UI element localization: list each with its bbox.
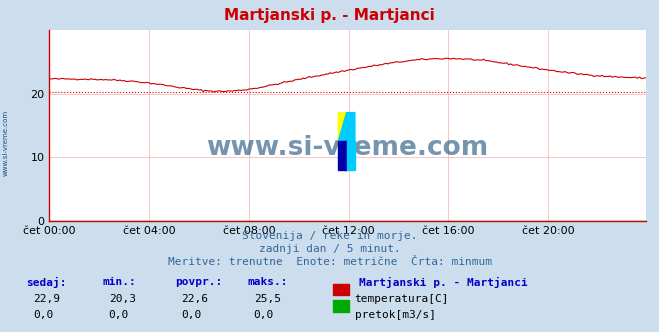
Text: 20,3: 20,3 — [109, 294, 136, 304]
Text: 0,0: 0,0 — [109, 310, 129, 320]
Text: 25,5: 25,5 — [254, 294, 281, 304]
Text: min.:: min.: — [102, 277, 136, 287]
Text: Slovenija / reke in morje.: Slovenija / reke in morje. — [242, 231, 417, 241]
Text: www.si-vreme.com: www.si-vreme.com — [206, 135, 489, 161]
Text: 22,6: 22,6 — [181, 294, 208, 304]
Text: 0,0: 0,0 — [33, 310, 53, 320]
Text: maks.:: maks.: — [247, 277, 287, 287]
Text: Martjanski p. - Martjanci: Martjanski p. - Martjanci — [224, 8, 435, 23]
Bar — [347, 141, 355, 170]
Text: pretok[m3/s]: pretok[m3/s] — [355, 310, 436, 320]
Polygon shape — [338, 113, 355, 141]
Text: 0,0: 0,0 — [181, 310, 202, 320]
Text: 0,0: 0,0 — [254, 310, 274, 320]
Text: povpr.:: povpr.: — [175, 277, 222, 287]
Text: Meritve: trenutne  Enote: metrične  Črta: minmum: Meritve: trenutne Enote: metrične Črta: … — [167, 257, 492, 267]
Text: Martjanski p. - Martjanci: Martjanski p. - Martjanci — [359, 277, 528, 288]
Text: 22,9: 22,9 — [33, 294, 60, 304]
Text: www.si-vreme.com: www.si-vreme.com — [2, 110, 9, 176]
Text: sedaj:: sedaj: — [26, 277, 67, 288]
Bar — [338, 141, 347, 170]
Text: zadnji dan / 5 minut.: zadnji dan / 5 minut. — [258, 244, 401, 254]
Polygon shape — [338, 113, 347, 141]
Text: temperatura[C]: temperatura[C] — [355, 294, 449, 304]
